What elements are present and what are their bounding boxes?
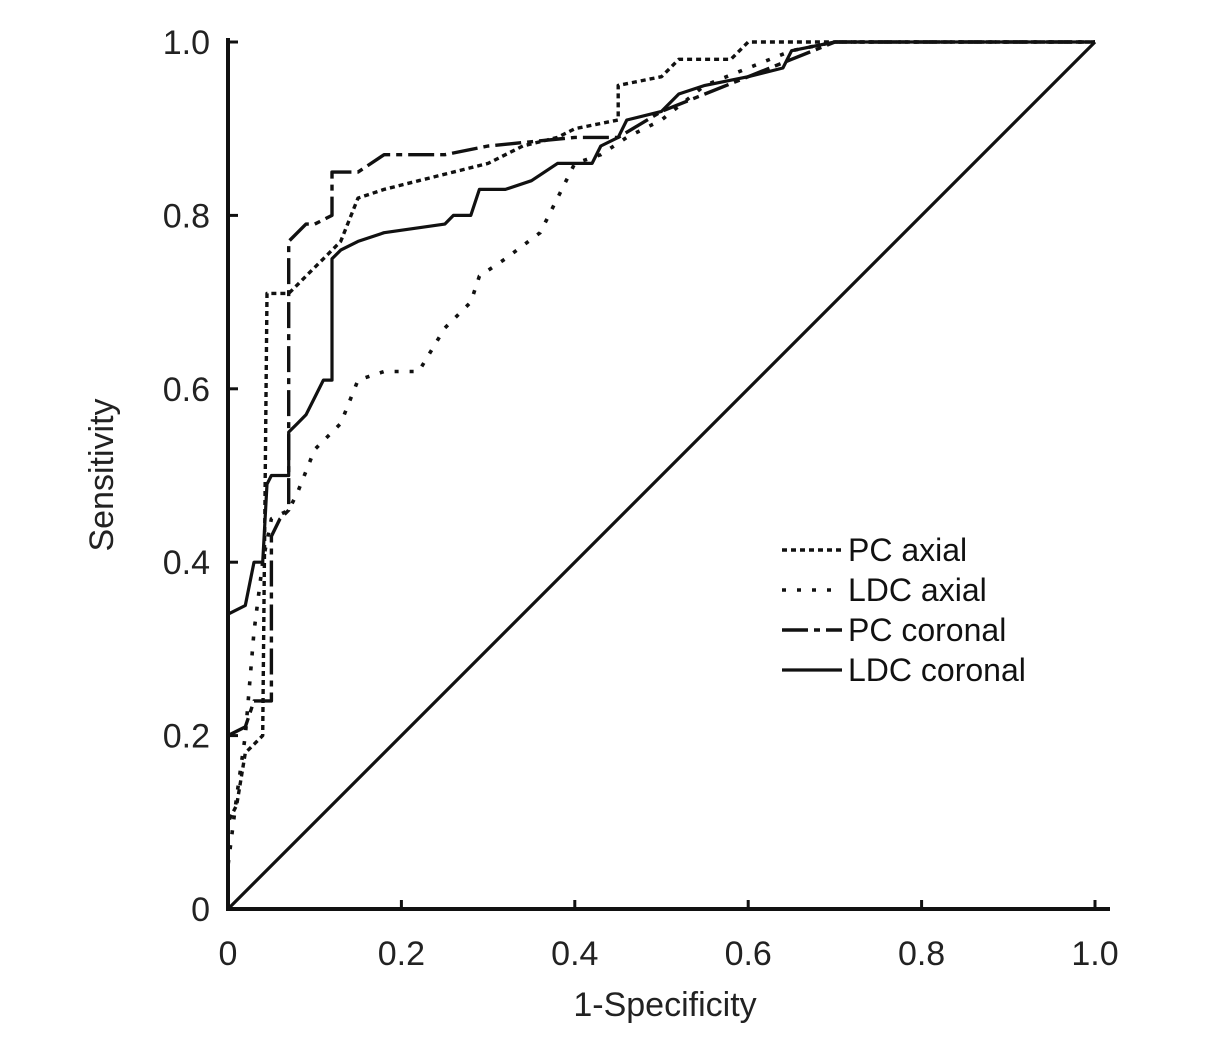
legend-label: PC coronal xyxy=(848,612,1006,648)
y-tick-label: 0 xyxy=(191,891,210,929)
pc-axial-line xyxy=(226,40,1095,909)
y-tick-label: 0.4 xyxy=(163,544,210,582)
x-tick-label: 0.8 xyxy=(898,935,945,973)
y-tick-label: 0.8 xyxy=(163,197,210,235)
axes xyxy=(226,38,1110,911)
y-axis-label: Sensitivity xyxy=(83,398,121,551)
x-axis-ticks: 0 0.2 0.4 0.6 0.8 1.0 xyxy=(219,900,1119,973)
pc-coronal-line xyxy=(226,40,1095,909)
x-tick-label: 0 xyxy=(219,935,238,973)
x-tick-label: 0.6 xyxy=(725,935,772,973)
legend-label: LDC coronal xyxy=(848,652,1026,688)
y-tick-label: 1.0 xyxy=(163,24,210,62)
legend: PC axial LDC axial PC coronal LDC coronal xyxy=(782,532,1026,688)
y-axis-ticks: 0 0.2 0.4 0.6 0.8 1.0 xyxy=(163,24,238,929)
legend-label: PC axial xyxy=(848,532,967,568)
y-tick-label: 0.2 xyxy=(163,718,210,756)
ldc-axial-line xyxy=(226,40,1095,909)
legend-label: LDC axial xyxy=(848,572,987,608)
reference-diagonal-line xyxy=(226,40,1097,911)
ldc-coronal-line xyxy=(226,40,1095,909)
x-axis-label: 1-Specificity xyxy=(573,986,756,1024)
x-tick-label: 0.4 xyxy=(551,935,598,973)
x-tick-label: 0.2 xyxy=(378,935,425,973)
series-lines xyxy=(226,40,1097,911)
y-tick-label: 0.6 xyxy=(163,371,210,409)
x-tick-label: 1.0 xyxy=(1071,935,1118,973)
